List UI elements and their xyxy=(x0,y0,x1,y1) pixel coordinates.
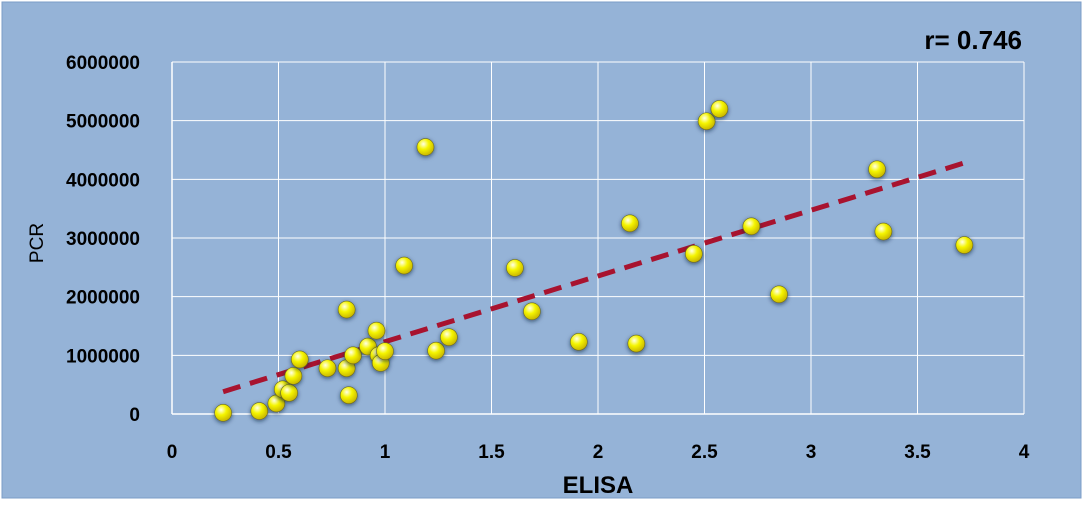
data-point xyxy=(367,321,386,340)
y-tick-label: 2000000 xyxy=(66,288,140,309)
correlation-annotation: r= 0.746 xyxy=(924,25,1022,55)
x-tick-label: 3.5 xyxy=(904,442,931,463)
data-point xyxy=(339,386,358,405)
x-tick-label: 2.5 xyxy=(691,442,718,463)
x-tick-label: 4 xyxy=(1019,442,1030,463)
data-point xyxy=(318,359,337,378)
y-tick-label: 5000000 xyxy=(66,112,140,133)
x-tick-label: 0 xyxy=(167,442,178,463)
axes xyxy=(171,62,1024,415)
data-point xyxy=(440,328,458,346)
y-tick-label: 6000000 xyxy=(66,53,140,74)
data-points xyxy=(214,100,974,422)
data-point xyxy=(685,245,703,263)
data-point xyxy=(955,236,974,254)
data-point xyxy=(770,285,788,304)
data-point xyxy=(868,160,886,179)
data-point xyxy=(621,214,639,233)
tick-labels: 0 0.5 1 1.5 2 2.5 3 3.5 4 0 1000000 2000000 3000000 4… xyxy=(66,53,1030,463)
y-tick-label: 0 xyxy=(129,405,140,426)
data-point xyxy=(710,100,729,118)
x-tick-label: 1.5 xyxy=(478,442,505,463)
x-tick-label: 2 xyxy=(593,442,604,463)
data-point xyxy=(376,342,394,361)
data-point xyxy=(337,300,356,319)
data-point xyxy=(280,384,298,402)
data-point xyxy=(523,302,541,321)
x-tick-label: 1 xyxy=(380,442,391,463)
data-point xyxy=(214,404,232,422)
data-point xyxy=(742,217,761,236)
x-tick-label: 3 xyxy=(806,442,817,463)
x-axis-label: ELISA xyxy=(563,472,634,499)
data-point xyxy=(395,256,413,275)
data-point xyxy=(874,222,893,241)
y-axis-label: PCR xyxy=(27,223,48,263)
data-point xyxy=(427,341,445,360)
data-point xyxy=(284,367,303,385)
data-point xyxy=(570,333,588,351)
data-point xyxy=(416,138,435,156)
data-point xyxy=(290,350,309,369)
data-point xyxy=(627,334,646,353)
y-tick-label: 4000000 xyxy=(66,170,140,191)
data-point xyxy=(344,346,362,365)
y-tick-label: 1000000 xyxy=(66,346,140,367)
x-tick-label: 0.5 xyxy=(265,442,292,463)
data-point xyxy=(506,259,524,277)
y-tick-label: 3000000 xyxy=(66,229,140,250)
data-point xyxy=(697,112,716,131)
grid xyxy=(172,61,1025,414)
data-point xyxy=(250,402,269,420)
